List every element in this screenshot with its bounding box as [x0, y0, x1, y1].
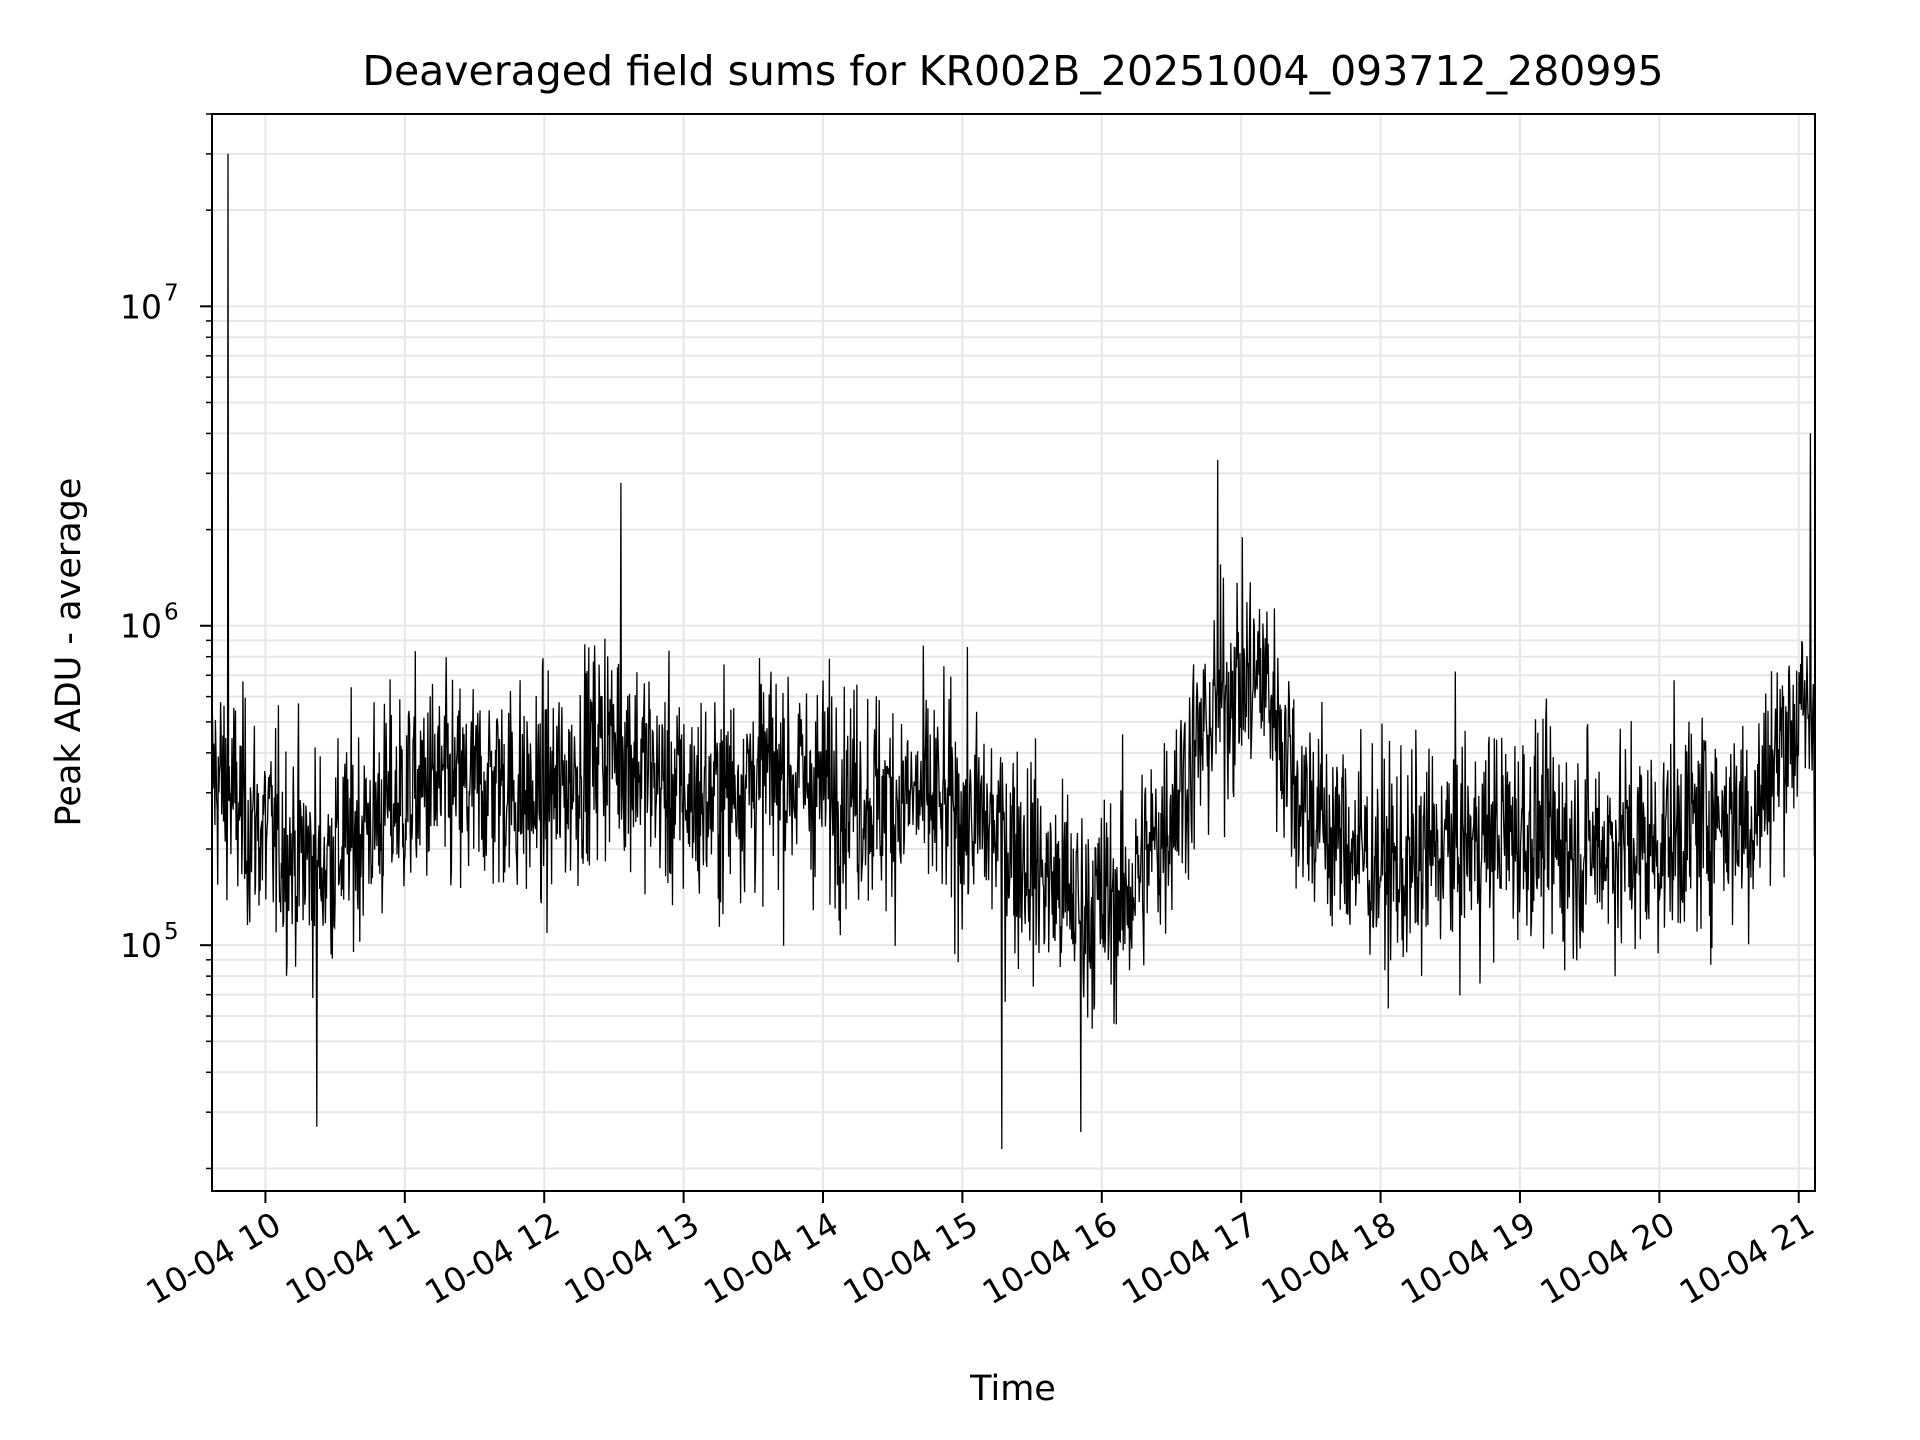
- y-tick-label: 10: [120, 926, 162, 965]
- x-tick-label: 10-04 11: [279, 1204, 427, 1312]
- x-tick-label: 10-04 21: [1673, 1204, 1821, 1312]
- x-tick-label: 10-04 13: [558, 1204, 706, 1312]
- y-axis-label: Peak ADU - average: [49, 478, 89, 827]
- grid: [212, 113, 1815, 1191]
- x-axis-label: Time: [969, 1369, 1056, 1409]
- plot-frame: [211, 113, 1816, 1192]
- y-tick-label: 10: [120, 287, 162, 326]
- y-tick-exponent: 5: [164, 919, 179, 945]
- x-tick-label: 10-04 16: [976, 1204, 1124, 1312]
- y-tick-exponent: 6: [164, 600, 179, 626]
- data-series-line: [212, 153, 1815, 1150]
- plot-area: [212, 153, 1815, 1150]
- x-tick-label: 10-04 17: [1115, 1204, 1263, 1312]
- x-tick-label: 10-04 15: [836, 1204, 984, 1312]
- x-tick-label: 10-04 19: [1394, 1204, 1542, 1312]
- x-tick-label: 10-04 20: [1533, 1204, 1681, 1312]
- x-tick-label: 10-04 12: [418, 1204, 566, 1312]
- y-tick-exponent: 7: [164, 280, 179, 306]
- chart-title: Deaveraged field sums for KR002B_2025100…: [362, 47, 1663, 95]
- y-tick-label: 10: [120, 607, 162, 646]
- x-tick-label: 10-04 14: [697, 1204, 845, 1312]
- x-tick-label: 10-04 18: [1255, 1204, 1403, 1312]
- x-tick-label: 10-04 10: [139, 1204, 287, 1312]
